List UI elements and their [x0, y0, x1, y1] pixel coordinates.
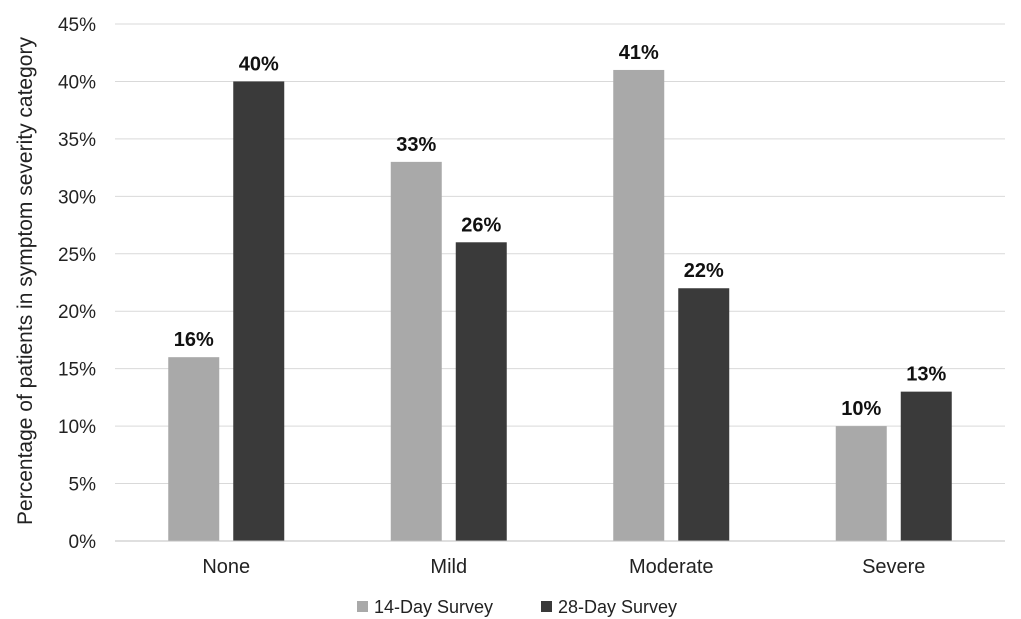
y-tick-label: 45%	[58, 15, 96, 36]
bar-28-day-survey-mild	[455, 242, 507, 542]
legend-label: 28-Day Survey	[558, 597, 677, 617]
bar-28-day-survey-none	[233, 81, 285, 541]
bar-28-day-survey-severe	[900, 391, 952, 541]
x-category-label: Moderate	[629, 556, 714, 578]
data-label: 41%	[619, 42, 659, 64]
data-label: 16%	[174, 329, 214, 351]
data-label: 33%	[396, 134, 436, 156]
y-tick-label: 0%	[69, 532, 97, 553]
data-labels: 16% 40% 33% 26% 41% 22% 10% 13%	[174, 42, 947, 420]
bar-14-day-survey-moderate	[613, 69, 665, 541]
bars	[168, 69, 952, 542]
bar-14-day-survey-none	[168, 357, 220, 541]
x-axis-categories: None Mild Moderate Severe	[202, 556, 925, 578]
x-category-label: None	[202, 556, 250, 578]
y-axis-label: Percentage of patients in symptom severi…	[14, 37, 37, 525]
y-tick-label: 35%	[58, 130, 96, 151]
data-label: 22%	[684, 260, 724, 282]
legend: 14-Day Survey 28-Day Survey	[357, 597, 677, 617]
data-label: 40%	[239, 53, 279, 75]
legend-swatch	[541, 601, 552, 612]
bar-14-day-survey-mild	[390, 161, 442, 541]
data-label: 13%	[906, 364, 946, 386]
y-axis-ticks: 0% 5% 10% 15% 20% 25% 30% 35% 40% 45%	[58, 15, 96, 553]
y-tick-label: 40%	[58, 72, 96, 93]
y-tick-label: 10%	[58, 417, 96, 438]
y-tick-label: 30%	[58, 187, 96, 208]
y-tick-label: 20%	[58, 302, 96, 323]
y-tick-label: 25%	[58, 245, 96, 266]
data-label: 26%	[461, 214, 501, 236]
legend-label: 14-Day Survey	[374, 597, 493, 617]
bar-14-day-survey-severe	[835, 426, 887, 541]
data-label: 10%	[841, 398, 881, 420]
y-tick-label: 15%	[58, 360, 96, 381]
legend-swatch	[357, 601, 368, 612]
x-category-label: Severe	[862, 556, 925, 578]
bar-28-day-survey-moderate	[678, 288, 730, 541]
x-category-label: Mild	[430, 556, 467, 578]
y-tick-label: 5%	[69, 475, 97, 496]
